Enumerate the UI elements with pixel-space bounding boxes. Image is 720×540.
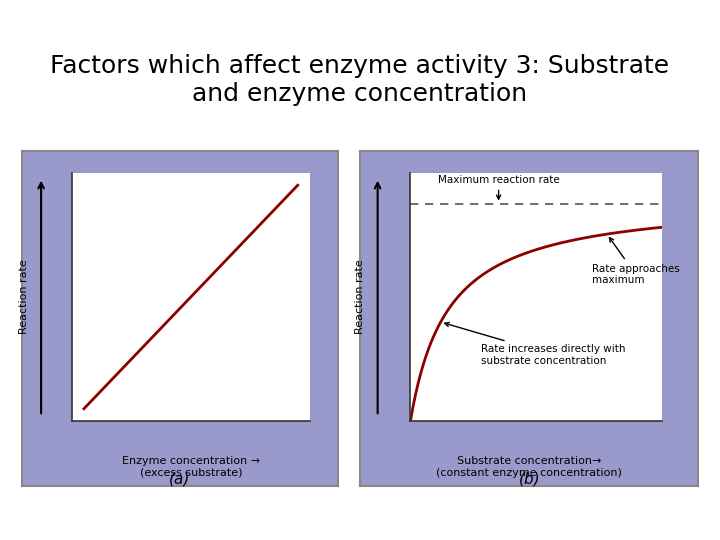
Text: Reaction rate: Reaction rate — [355, 260, 365, 334]
Text: Maximum reaction rate: Maximum reaction rate — [438, 174, 559, 199]
Text: Rate approaches
maximum: Rate approaches maximum — [592, 238, 680, 285]
Text: (b): (b) — [518, 471, 540, 487]
Text: Reaction rate: Reaction rate — [19, 260, 30, 334]
Text: Factors which affect enzyme activity 3: Substrate
and enzyme concentration: Factors which affect enzyme activity 3: … — [50, 54, 670, 106]
Text: (a): (a) — [169, 471, 191, 487]
Text: Enzyme concentration →
(excess substrate): Enzyme concentration → (excess substrate… — [122, 456, 260, 478]
Text: Substrate concentration→
(constant enzyme concentration): Substrate concentration→ (constant enzym… — [436, 456, 622, 478]
Text: Rate increases directly with
substrate concentration: Rate increases directly with substrate c… — [445, 322, 626, 366]
